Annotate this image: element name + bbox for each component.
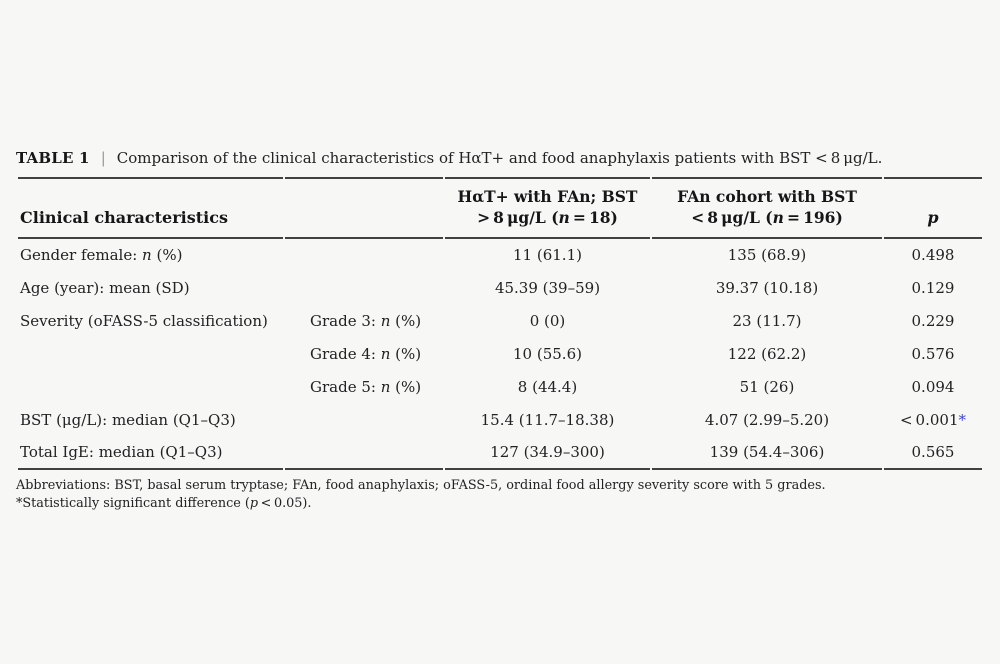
- table-row: Age (year): mean (SD) 45.39 (39–59) 39.3…: [18, 272, 982, 305]
- header-clinical-characteristics: Clinical characteristics: [18, 177, 283, 239]
- cell-fan-value: 51 (26): [739, 378, 795, 397]
- cell-label: [18, 371, 283, 404]
- cell-subcategory: Grade 3: n (%): [310, 312, 422, 331]
- cell-p-value: 0.229: [911, 312, 955, 331]
- caption-text: Comparison of the clinical characteristi…: [116, 149, 883, 167]
- cell-subcategory: Grade 4: n (%): [310, 345, 422, 364]
- cell-fan-value: 39.37 (10.18): [715, 279, 819, 298]
- cell-fan-value: 4.07 (2.99–5.20): [704, 411, 830, 430]
- header-fan-line2: < 8 μg/L (n = 196): [691, 207, 843, 227]
- cell-subcategory: [285, 404, 443, 437]
- cell-label: BST (μg/L): median (Q1–Q3): [20, 411, 236, 430]
- table-footnotes: Abbreviations: BST, basal serum tryptase…: [16, 477, 984, 513]
- cell-fan-value: 23 (11.7): [732, 312, 802, 331]
- cell-p-value: 0.129: [911, 279, 955, 298]
- cell-hat-value: 15.4 (11.7–18.38): [480, 411, 615, 430]
- table-row: Grade 5: n (%) 8 (44.4) 51 (26) 0.094: [18, 371, 982, 404]
- table-caption: TABLE 1 | Comparison of the clinical chara…: [16, 149, 984, 167]
- table-figure: TABLE 1 | Comparison of the clinical chara…: [16, 149, 984, 513]
- cell-p-value: 0.094: [911, 378, 955, 397]
- cell-p-value: 0.498: [911, 246, 955, 265]
- cell-subcategory: Grade 5: n (%): [310, 378, 422, 397]
- cell-hat-value: 8 (44.4): [517, 378, 578, 397]
- cell-label: Severity (oFASS-5 classification): [20, 312, 268, 331]
- table-number-label: TABLE 1: [16, 149, 90, 167]
- cell-p-value: 0.576: [911, 345, 955, 364]
- cell-fan-value: 122 (62.2): [727, 345, 807, 364]
- cell-label: [18, 338, 283, 371]
- cell-subcategory: [285, 437, 443, 470]
- table-row: BST (μg/L): median (Q1–Q3) 15.4 (11.7–18…: [18, 404, 982, 437]
- table-row: Severity (oFASS-5 classification) Grade …: [18, 305, 982, 338]
- cell-p-value: 0.565: [884, 437, 982, 470]
- cell-hat-value: 45.39 (39–59): [494, 279, 601, 298]
- table-header: Clinical characteristics HαT+ with FAn; …: [18, 177, 982, 239]
- header-hat-line2: > 8 μg/L (n = 18): [477, 207, 618, 227]
- table-row: Total IgE: median (Q1–Q3) 127 (34.9–300)…: [18, 437, 982, 470]
- caption-separator: |: [100, 149, 106, 167]
- cell-label: Gender female: n (%): [20, 246, 183, 265]
- cell-label: Total IgE: median (Q1–Q3): [18, 437, 283, 470]
- cell-subcategory: [285, 239, 443, 272]
- cell-subcategory: [285, 272, 443, 305]
- table-row: Grade 4: n (%) 10 (55.6) 122 (62.2) 0.57…: [18, 338, 982, 371]
- table-row: Gender female: n (%) 11 (61.1) 135 (68.9…: [18, 239, 982, 272]
- footnote-significance: *Statistically significant difference (p…: [16, 495, 312, 511]
- cell-hat-value: 0 (0): [529, 312, 566, 331]
- cell-fan-value: 135 (68.9): [727, 246, 807, 265]
- header-hat-line1: HαT+ with FAn; BST: [457, 187, 638, 206]
- header-hat-cohort: HαT+ with FAn; BST > 8 μg/L (n = 18): [445, 177, 650, 239]
- cell-p-value: < 0.001*: [899, 411, 966, 430]
- header-fan-line1: FAn cohort with BST: [677, 187, 857, 206]
- cell-hat-value: 11 (61.1): [513, 246, 582, 265]
- header-row: Clinical characteristics HαT+ with FAn; …: [18, 177, 982, 239]
- header-subcategory-spacer: [285, 177, 443, 239]
- cell-fan-value: 139 (54.4–306): [652, 437, 882, 470]
- table-body: Gender female: n (%) 11 (61.1) 135 (68.9…: [18, 239, 982, 470]
- footnote-abbreviations: Abbreviations: BST, basal serum tryptase…: [16, 477, 826, 493]
- clinical-characteristics-table: Clinical characteristics HαT+ with FAn; …: [16, 177, 984, 470]
- header-p-value: p: [884, 177, 982, 239]
- header-fan-cohort: FAn cohort with BST < 8 μg/L (n = 196): [652, 177, 882, 239]
- cell-hat-value: 10 (55.6): [513, 345, 582, 364]
- cell-label: Age (year): mean (SD): [20, 279, 190, 298]
- cell-hat-value: 127 (34.9–300): [445, 437, 650, 470]
